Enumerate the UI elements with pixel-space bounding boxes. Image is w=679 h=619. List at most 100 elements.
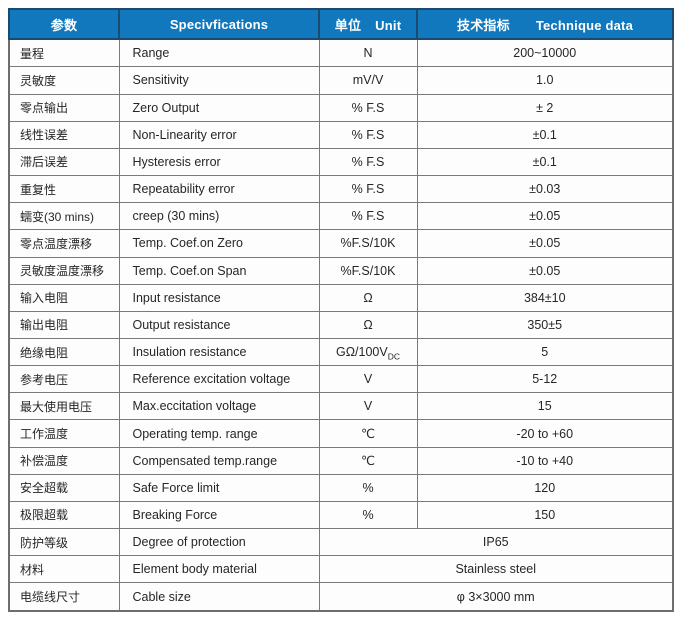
param-cn-cell: 参考电压 [8,365,120,394]
spec-en-cell: Input resistance [118,283,320,312]
spec-table-body: 量程 Range N 200~10000 灵敏度 Sensitivity mV/V 1.0 零点… [8,38,674,612]
spec-en-cell: Hysteresis error [118,147,320,177]
value-cell: 15 [416,392,674,421]
unit-text: GΩ/100V [335,345,388,360]
spec-en-cell: Operating temp. range [118,419,320,448]
param-cn-cell: 电缆线尺寸 [8,582,120,612]
value-cell: ±0.05 [416,229,674,258]
table-row: 绝缘电阻 Insulation resistance GΩ/100VDC 5 [8,337,674,367]
unit-cell: % F.S [318,120,418,149]
header-technique-data: 技术指标 Technique data [416,8,674,40]
value-cell: ±0.1 [416,147,674,177]
spec-table-header: 参数 Specivfications 单位 Unit 技术指标 Technique … [8,8,674,40]
unit-cell: V [318,365,418,394]
table-row: 零点温度漂移 Temp. Coef.on Zero %F.S/10K ±0.05 [8,229,674,258]
spec-en-cell: Reference excitation voltage [118,365,320,394]
param-cn-cell: 极限超载 [8,500,120,530]
header-tech-cn: 技术指标 [457,17,510,33]
param-cn-cell: 零点输出 [8,93,120,122]
spec-en-cell: Repeatability error [118,175,320,204]
value-cell: 384±10 [416,283,674,312]
spec-en-cell: Temp. Coef.on Zero [118,229,320,258]
value-cell: 5 [416,337,674,367]
table-row: 输入电阻 Input resistance Ω 384±10 [8,283,674,312]
value-cell: ±0.05 [416,256,674,285]
spec-en-cell: creep (30 mins) [118,202,320,231]
value-cell: ±0.03 [416,175,674,204]
unit-cell: % [318,473,418,502]
unit-cell: %F.S/10K [318,229,418,258]
table-row: 蠕变(30 mins) creep (30 mins)% F.S ±0.05 [8,202,674,231]
table-row: 最大使用电压 Max.eccitation voltage V 15 [8,392,674,421]
spec-en-cell: Temp. Coef.on Span [118,256,320,285]
value-cell: 200~10000 [416,38,674,68]
spec-en-cell: Breaking Force [118,500,320,530]
param-cn-cell: 最大使用电压 [8,392,120,421]
spec-en-cell: Degree of protection [118,528,320,557]
table-row: 灵敏度温度漂移 Temp. Coef.on Span %F.S/10K ±0.05 [8,256,674,285]
spec-en-cell: Non-Linearity error [118,120,320,149]
header-specifications: Specivfications [118,8,320,40]
table-row: 防护等级 Degree of protection IP65 [8,528,674,557]
header-param-cn: 参数 [50,17,78,33]
table-row: 安全超载 Safe Force limit% 120 [8,473,674,502]
unit-cell: ℃ [318,419,418,448]
unit-subscript: DC [387,351,400,362]
spec-en-cell: Sensitivity [118,66,320,95]
spec-en-cell: Range [118,38,320,68]
value-merged-cell: φ 3×3000 mm [318,582,674,612]
param-cn-cell: 滞后误差 [8,147,120,177]
table-row: 工作温度 Operating temp. range ℃ -20 to +60 [8,419,674,448]
param-cn-cell: 工作温度 [8,419,120,448]
param-cn-cell: 线性误差 [8,120,120,149]
table-row: 重复性 Repeatability error% F.S ±0.03 [8,175,674,204]
param-cn-cell: 绝缘电阻 [8,337,120,367]
value-cell: 5-12 [416,365,674,394]
unit-cell: % F.S [318,175,418,204]
param-cn-cell: 补偿温度 [8,446,120,475]
param-cn-cell: 防护等级 [8,528,120,557]
value-cell: 350±5 [416,310,674,339]
param-cn-cell: 零点温度漂移 [8,229,120,258]
param-cn-cell: 蠕变(30 mins) [8,202,120,231]
unit-cell: % F.S [318,93,418,122]
spec-en-cell: Zero Output [118,93,320,122]
param-cn-cell: 安全超载 [8,473,120,502]
table-row: 电缆线尺寸 Cable size φ 3×3000 mm [8,582,674,612]
table-row: 材料 Element body material Stainless steel [8,555,674,584]
header-tech-en: Technique data [535,17,633,33]
header-param: 参数 [8,8,120,40]
param-cn-cell: 灵敏度 [8,66,120,95]
spec-en-cell: Max.eccitation voltage [118,392,320,421]
header-row: 参数 Specivfications 单位 Unit 技术指标 Technique … [8,8,674,40]
param-cn-cell: 量程 [8,38,120,68]
table-row: 输出电阻 Output resistance Ω 350±5 [8,310,674,339]
table-row: 参考电压 Reference excitation voltage V 5-12 [8,365,674,394]
value-cell: -20 to +60 [416,419,674,448]
value-cell: -10 to +40 [416,446,674,475]
value-cell: 1.0 [416,66,674,95]
spec-en-cell: Output resistance [118,310,320,339]
unit-cell: % F.S [318,147,418,177]
value-cell: ±0.1 [416,120,674,149]
header-unit-en: Unit [375,17,402,33]
spec-en-cell: Cable size [118,582,320,612]
param-cn-cell: 输入电阻 [8,283,120,312]
value-merged-cell: Stainless steel [318,555,674,584]
spec-en-cell: Element body material [118,555,320,584]
unit-cell: % F.S [318,202,418,231]
spec-en-cell: Insulation resistance [118,337,320,367]
unit-cell: V [318,392,418,421]
table-row: 补偿温度 Compensated temp.range ℃ -10 to +40 [8,446,674,475]
value-cell: ±0.05 [416,202,674,231]
value-cell: 150 [416,500,674,530]
spec-en-cell: Compensated temp.range [118,446,320,475]
unit-cell: % [318,500,418,530]
header-unit: 单位 Unit [318,8,418,40]
table-row: 极限超载 Breaking Force% 150 [8,500,674,530]
spec-en-cell: Safe Force limit [118,473,320,502]
table-row: 线性误差 Non-Linearity error% F.S ±0.1 [8,120,674,149]
unit-cell: GΩ/100VDC [318,337,418,367]
table-row: 滞后误差 Hysteresis error% F.S ±0.1 [8,147,674,177]
param-cn-cell: 输出电阻 [8,310,120,339]
